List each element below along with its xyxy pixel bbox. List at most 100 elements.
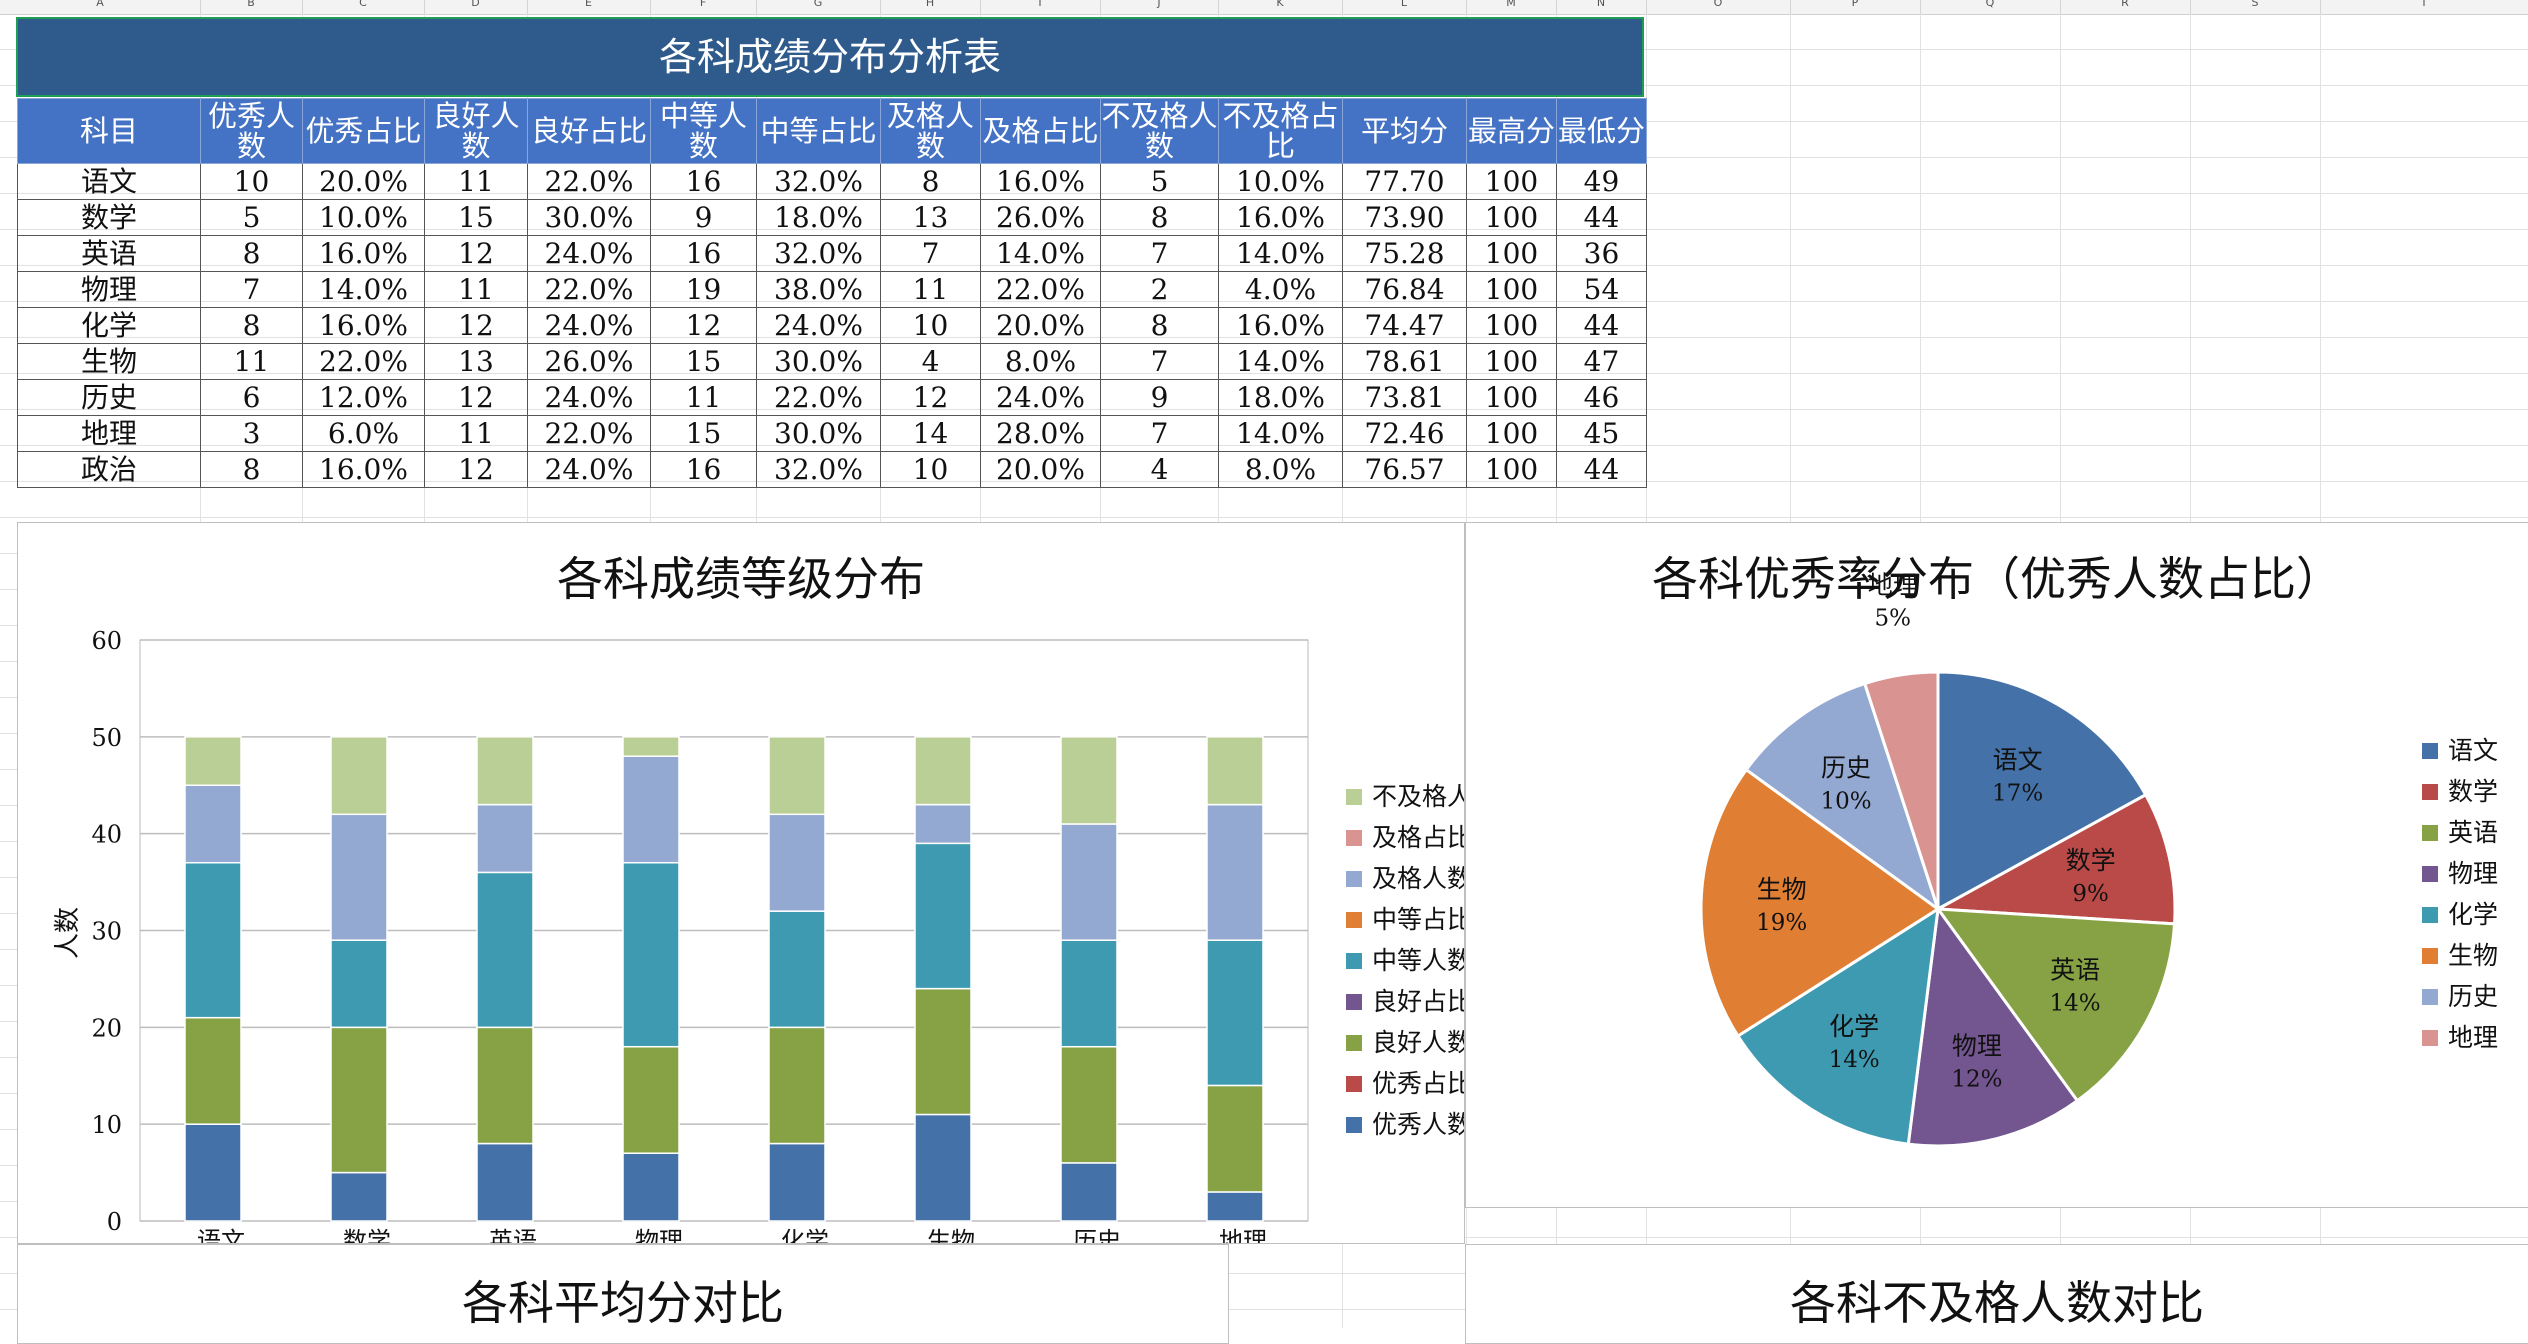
data-cell[interactable]: 32.0% [756, 451, 881, 488]
bar-segment[interactable] [330, 813, 388, 941]
data-cell[interactable]: 100 [1466, 451, 1557, 488]
data-cell[interactable]: 30.0% [756, 415, 881, 452]
data-cell[interactable]: 49 [1556, 163, 1647, 200]
bar-segment[interactable] [1206, 1084, 1264, 1193]
data-cell[interactable]: 44 [1556, 451, 1647, 488]
bar-segment[interactable] [476, 736, 534, 806]
bar-segment[interactable] [914, 987, 972, 1116]
data-cell[interactable]: 7 [1100, 343, 1219, 380]
bar-segment[interactable] [768, 1026, 826, 1145]
data-cell[interactable]: 4 [880, 343, 981, 380]
column-header-A[interactable]: A [0, 0, 201, 14]
data-cell[interactable]: 4.0% [1218, 271, 1343, 308]
bar-segment[interactable] [184, 784, 242, 864]
data-cell[interactable]: 12 [424, 451, 528, 488]
data-cell[interactable]: 5 [1100, 163, 1219, 200]
column-header-S[interactable]: S [2190, 0, 2321, 14]
bar-segment[interactable] [1060, 1045, 1118, 1164]
data-cell[interactable]: 15 [424, 199, 528, 236]
header-cell[interactable]: 良好人数 [424, 98, 528, 164]
bar-segment[interactable] [330, 1171, 388, 1222]
table-title[interactable]: 各科成绩分布分析表 [16, 17, 1644, 97]
column-header-E[interactable]: E [527, 0, 651, 14]
pie-slice[interactable] [1936, 670, 2148, 912]
bar-segment[interactable] [768, 736, 826, 816]
data-cell[interactable]: 26.0% [980, 199, 1101, 236]
data-cell[interactable]: 14.0% [980, 235, 1101, 272]
data-cell[interactable]: 18.0% [1218, 379, 1343, 416]
bar-segment[interactable] [330, 939, 388, 1029]
subject-cell[interactable]: 地理 [17, 415, 201, 452]
data-cell[interactable]: 11 [200, 343, 303, 380]
data-cell[interactable]: 46 [1556, 379, 1647, 416]
data-cell[interactable]: 11 [424, 271, 528, 308]
data-cell[interactable]: 73.81 [1342, 379, 1467, 416]
data-cell[interactable]: 74.47 [1342, 307, 1467, 344]
bar-segment[interactable] [476, 803, 534, 874]
bar-segment[interactable] [184, 736, 242, 786]
data-cell[interactable]: 72.46 [1342, 415, 1467, 452]
bar-segment[interactable] [768, 1142, 826, 1222]
data-cell[interactable]: 5 [200, 199, 303, 236]
bar-segment[interactable] [768, 813, 826, 912]
data-cell[interactable]: 47 [1556, 343, 1647, 380]
pie-slice[interactable] [1932, 792, 2177, 926]
data-cell[interactable]: 10 [880, 451, 981, 488]
data-cell[interactable]: 12 [424, 379, 528, 416]
data-cell[interactable]: 75.28 [1342, 235, 1467, 272]
data-cell[interactable]: 16 [650, 163, 757, 200]
column-header-N[interactable]: N [1556, 0, 1647, 14]
column-header-T[interactable]: T [2320, 0, 2528, 14]
data-cell[interactable]: 10.0% [302, 199, 425, 236]
data-cell[interactable]: 24.0% [980, 379, 1101, 416]
data-cell[interactable]: 8 [200, 235, 303, 272]
bar-segment[interactable] [1060, 1162, 1118, 1222]
pie-slice[interactable] [1699, 767, 1941, 1039]
data-cell[interactable]: 22.0% [756, 379, 881, 416]
data-cell[interactable]: 24.0% [527, 307, 651, 344]
data-cell[interactable]: 32.0% [756, 235, 881, 272]
bar-segment[interactable] [914, 736, 972, 806]
data-cell[interactable]: 11 [424, 415, 528, 452]
fail-count-chart-panel[interactable]: 各科不及格人数对比 [1465, 1244, 2528, 1344]
data-cell[interactable]: 24.0% [756, 307, 881, 344]
column-header-J[interactable]: J [1100, 0, 1219, 14]
column-header-B[interactable]: B [200, 0, 303, 14]
data-cell[interactable]: 16.0% [980, 163, 1101, 200]
subject-cell[interactable]: 生物 [17, 343, 201, 380]
data-cell[interactable]: 54 [1556, 271, 1647, 308]
data-cell[interactable]: 73.90 [1342, 199, 1467, 236]
column-header-R[interactable]: R [2060, 0, 2191, 14]
bar-segment[interactable] [622, 736, 680, 757]
bar-segment[interactable] [622, 1152, 680, 1222]
data-cell[interactable]: 78.61 [1342, 343, 1467, 380]
data-cell[interactable]: 13 [424, 343, 528, 380]
data-cell[interactable]: 14.0% [302, 271, 425, 308]
bar-segment[interactable] [1206, 939, 1264, 1087]
header-cell[interactable]: 不及格人数 [1100, 98, 1219, 164]
data-cell[interactable]: 30.0% [756, 343, 881, 380]
bar-segment[interactable] [1060, 736, 1118, 825]
subject-cell[interactable]: 数学 [17, 199, 201, 236]
bar-segment[interactable] [476, 871, 534, 1029]
data-cell[interactable]: 8.0% [980, 343, 1101, 380]
bar-segment[interactable] [1060, 939, 1118, 1048]
data-cell[interactable]: 7 [200, 271, 303, 308]
data-cell[interactable]: 14.0% [1218, 343, 1343, 380]
bar-segment[interactable] [914, 1113, 972, 1222]
column-header-G[interactable]: G [756, 0, 881, 14]
header-cell[interactable]: 优秀占比 [302, 98, 425, 164]
data-cell[interactable]: 26.0% [527, 343, 651, 380]
header-cell[interactable]: 优秀人数 [200, 98, 303, 164]
data-cell[interactable]: 100 [1466, 379, 1557, 416]
bar-chart-panel[interactable]: 各科成绩等级分布 0 10 20 30 40 50 60 人数 语文 数学 英语 物理 化学 生物 历史 地理… [17, 522, 1465, 1244]
data-cell[interactable]: 44 [1556, 307, 1647, 344]
data-cell[interactable]: 6 [200, 379, 303, 416]
data-cell[interactable]: 19 [650, 271, 757, 308]
data-cell[interactable]: 13 [880, 199, 981, 236]
data-cell[interactable]: 10 [880, 307, 981, 344]
column-header-L[interactable]: L [1342, 0, 1467, 14]
data-cell[interactable]: 9 [650, 199, 757, 236]
bar-segment[interactable] [622, 861, 680, 1048]
data-cell[interactable]: 8 [1100, 307, 1219, 344]
